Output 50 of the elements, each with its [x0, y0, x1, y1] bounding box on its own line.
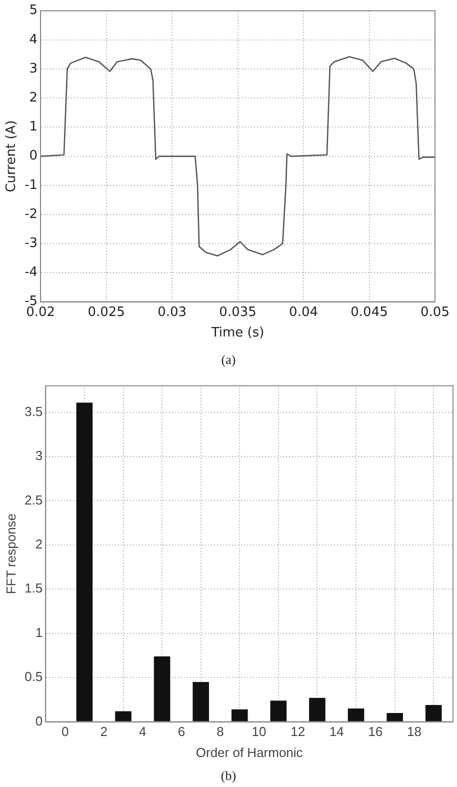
y-tick-label: 0	[35, 713, 43, 728]
y-tick-label: 1	[29, 120, 38, 135]
x-tick-label: 0.045	[350, 304, 388, 320]
x-tick-label: 12	[290, 724, 306, 740]
x-tick-label: 6	[178, 724, 186, 740]
y-tick-label: 5	[29, 3, 38, 18]
y-axis-title: FFT response	[3, 513, 18, 594]
bar	[270, 700, 287, 722]
bar	[348, 708, 364, 722]
x-tick-label: 18	[406, 724, 422, 740]
x-tick-label: 8	[216, 724, 224, 740]
x-tick-label: 14	[329, 724, 344, 740]
bar	[386, 712, 403, 722]
x-tick-label: 0.03	[158, 304, 187, 320]
y-tick-label: 4	[29, 32, 38, 48]
y-tick-label: 2.5	[24, 492, 43, 508]
bar	[192, 682, 209, 722]
y-tick-label: -3	[24, 236, 38, 251]
text: (a)	[220, 351, 237, 369]
y-tick-label: -4	[24, 265, 38, 280]
y-axis-title: Current (A)	[4, 120, 20, 192]
x-tick-label: 10	[252, 724, 266, 740]
x-tick-label: 0	[61, 724, 69, 740]
bar	[425, 705, 442, 722]
y-tick-label: 0	[29, 148, 38, 164]
x-tick-label: 0.025	[88, 304, 125, 320]
x-tick-label: 4	[139, 724, 146, 740]
bar	[115, 711, 132, 722]
y-tick-label: 3	[29, 61, 38, 76]
y-tick-label: 3.5	[24, 404, 43, 419]
x-tick-label: 16	[368, 724, 383, 740]
text: (b)	[220, 767, 238, 785]
y-tick-label: 2	[35, 536, 43, 552]
y-tick-label: 0.5	[24, 669, 43, 684]
x-tick-label: 2	[100, 724, 108, 740]
bar	[154, 656, 170, 722]
x-axis-title: Order of Harmonic	[196, 744, 304, 760]
x-axis-title: Time (s)	[210, 326, 264, 341]
x-tick-label: 0.04	[289, 304, 318, 320]
y-tick-label: 3	[35, 448, 43, 464]
y-tick-label: 1	[35, 624, 43, 640]
bar	[231, 709, 248, 722]
x-tick-label: 0.035	[219, 304, 256, 320]
x-tick-label: 0.05	[420, 304, 450, 320]
y-tick-label: -2	[24, 206, 38, 222]
y-tick-label: 1.5	[24, 580, 43, 596]
y-tick-label: -1	[24, 178, 38, 193]
bar	[309, 698, 326, 722]
bar	[76, 402, 93, 722]
y-tick-label: 2	[29, 90, 38, 106]
